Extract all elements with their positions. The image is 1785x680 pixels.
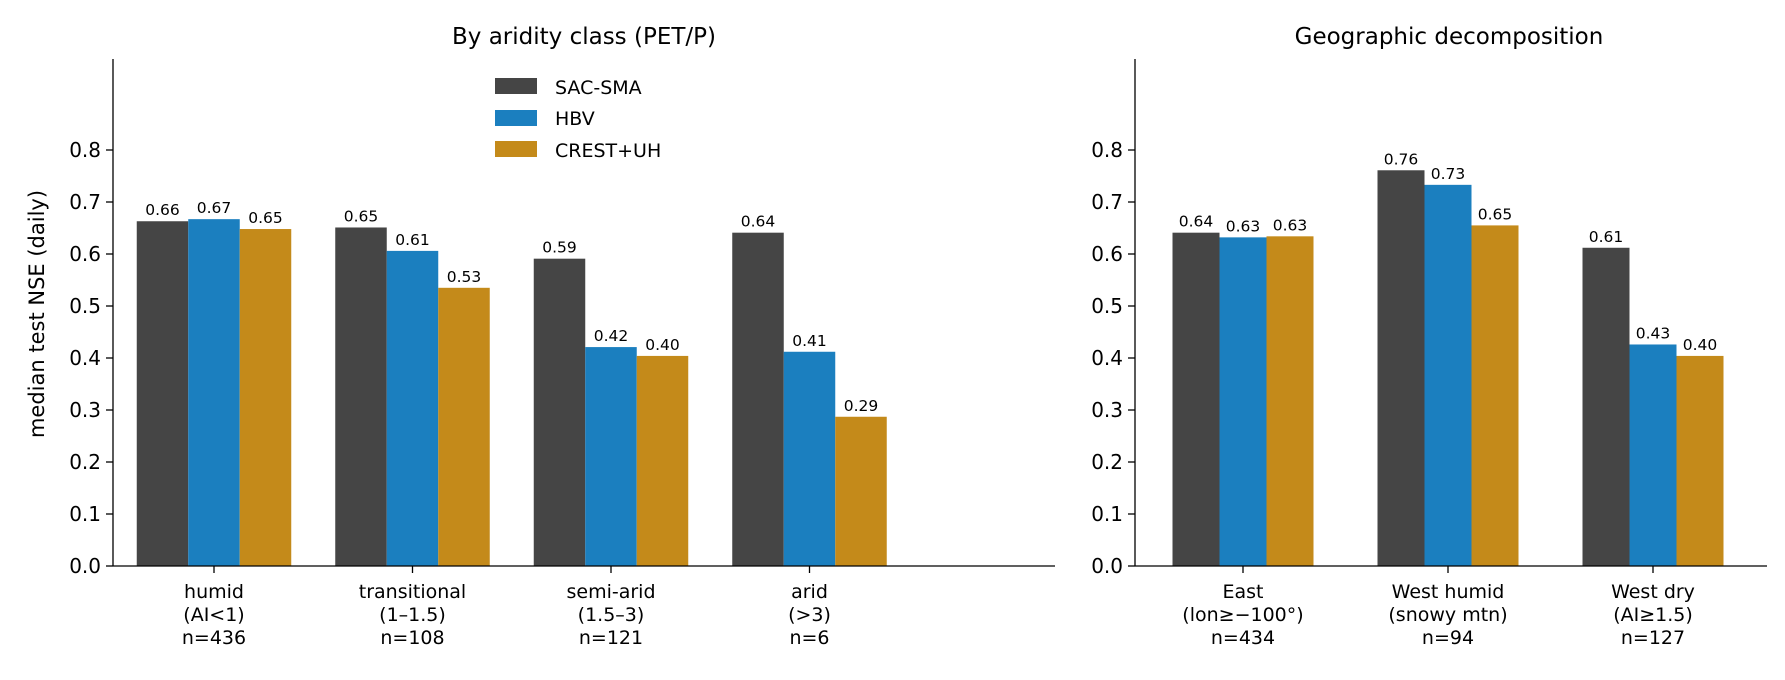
bar-sac-sma xyxy=(732,232,784,566)
data-label: 0.64 xyxy=(741,213,776,231)
bar-crest-uh xyxy=(636,355,689,566)
bar-crest-uh xyxy=(1676,355,1724,566)
x-tick-label: semi-arid xyxy=(566,581,655,603)
data-label: 0.73 xyxy=(1431,165,1466,183)
chart-title-aridity: By aridity class (PET/P) xyxy=(452,24,716,50)
data-label: 0.29 xyxy=(844,397,879,415)
y-tick-label: 0.3 xyxy=(69,398,101,422)
aridity-chart-panel: By aridity class (PET/P) median test NSE… xyxy=(25,24,1055,649)
y-tick-label: 0.1 xyxy=(1091,502,1123,526)
y-tick-label: 0.7 xyxy=(1091,190,1123,214)
bar-crest-uh xyxy=(1471,225,1519,566)
y-tick-label: 0.6 xyxy=(69,242,101,266)
bar-crest-uh xyxy=(239,229,292,567)
data-label: 0.40 xyxy=(1683,336,1718,354)
legend: SAC-SMA HBV CREST+UH xyxy=(495,77,661,162)
x-tick-label: (1.5–3) xyxy=(578,604,645,626)
x-tick-label: n=434 xyxy=(1211,627,1275,649)
bar-hbv xyxy=(1219,237,1267,567)
y-axis-label: median test NSE (daily) xyxy=(25,190,49,438)
x-tick-label: n=94 xyxy=(1422,627,1474,649)
y-tick-label: 0.8 xyxy=(1091,138,1123,162)
data-label: 0.43 xyxy=(1636,324,1671,342)
y-tick-label: 0.2 xyxy=(1091,450,1123,474)
x-tick-label: n=127 xyxy=(1621,627,1685,649)
legend-label-sac-sma: SAC-SMA xyxy=(555,77,642,99)
y-tick-label: 0.1 xyxy=(69,502,101,526)
x-tick-label: West dry xyxy=(1611,581,1695,603)
x-tick-label: humid xyxy=(184,581,244,603)
x-tick-label: n=436 xyxy=(182,627,246,649)
bar-sac-sma xyxy=(1377,170,1425,566)
x-tick-label: n=121 xyxy=(579,627,643,649)
data-label: 0.59 xyxy=(542,239,577,257)
data-label: 0.76 xyxy=(1384,150,1419,168)
bar-sac-sma xyxy=(533,258,586,566)
y-tick-label: 0.2 xyxy=(69,450,101,474)
x-tick-label: (1–1.5) xyxy=(379,604,446,626)
data-label: 0.63 xyxy=(1226,217,1261,235)
legend-label-hbv: HBV xyxy=(555,108,595,130)
data-label: 0.42 xyxy=(594,327,629,345)
bar-crest-uh xyxy=(438,287,490,566)
bar-hbv xyxy=(386,250,439,566)
bar-hbv xyxy=(783,351,836,566)
data-label: 0.67 xyxy=(197,199,232,217)
x-tick-label: West humid xyxy=(1392,581,1505,603)
x-tick-label: (lon≥−100°) xyxy=(1182,604,1303,626)
data-label: 0.65 xyxy=(344,207,379,225)
y-tick-label: 0.5 xyxy=(1091,294,1123,318)
x-tick-label: n=108 xyxy=(380,627,444,649)
data-label: 0.66 xyxy=(145,201,180,219)
data-label: 0.53 xyxy=(447,268,482,286)
y-tick-label: 0.4 xyxy=(69,346,101,370)
legend-label-crest-uh: CREST+UH xyxy=(555,140,661,162)
data-label: 0.65 xyxy=(248,209,283,227)
bar-hbv xyxy=(1629,344,1677,566)
x-tick-label: (AI<1) xyxy=(183,604,244,626)
x-tick-label: East xyxy=(1223,581,1264,603)
data-label: 0.40 xyxy=(645,336,680,354)
data-label: 0.61 xyxy=(395,231,430,249)
y-tick-label: 0.0 xyxy=(1091,554,1123,578)
y-tick-label: 0.5 xyxy=(69,294,101,318)
y-tick-label: 0.8 xyxy=(69,138,101,162)
bar-hbv xyxy=(188,219,240,566)
geographic-chart-panel: Geographic decomposition 0.0 0.1 0.2 0.3 0.4… xyxy=(1091,24,1767,649)
x-tick-label: transitional xyxy=(359,581,466,603)
x-tick-label: (AI≥1.5) xyxy=(1613,604,1693,626)
chart-title-geographic: Geographic decomposition xyxy=(1295,24,1604,50)
data-label: 0.41 xyxy=(792,332,827,350)
legend-swatch-hbv xyxy=(495,110,537,126)
data-label: 0.65 xyxy=(1478,205,1513,223)
legend-swatch-sac-sma xyxy=(495,78,537,94)
legend-swatch-crest-uh xyxy=(495,141,537,157)
bar-crest-uh xyxy=(835,416,887,566)
x-tick-label: (>3) xyxy=(788,604,831,626)
data-label: 0.63 xyxy=(1273,216,1308,234)
bar-hbv xyxy=(585,347,637,566)
bar-sac-sma xyxy=(136,221,189,567)
y-tick-label: 0.6 xyxy=(1091,242,1123,266)
bar-sac-sma xyxy=(1172,232,1220,566)
bar-crest-uh xyxy=(1266,236,1314,566)
x-tick-label: n=6 xyxy=(789,627,829,649)
y-tick-label: 0.3 xyxy=(1091,398,1123,422)
data-label: 0.61 xyxy=(1589,228,1624,246)
bar-sac-sma xyxy=(1582,247,1630,566)
x-tick-label: (snowy mtn) xyxy=(1388,604,1507,626)
y-tick-label: 0.7 xyxy=(69,190,101,214)
y-tick-label: 0.0 xyxy=(69,554,101,578)
x-tick-label: arid xyxy=(791,581,828,603)
data-label: 0.64 xyxy=(1179,213,1214,231)
y-tick-label: 0.4 xyxy=(1091,346,1123,370)
bar-hbv xyxy=(1424,184,1472,566)
bar-sac-sma xyxy=(335,227,387,567)
